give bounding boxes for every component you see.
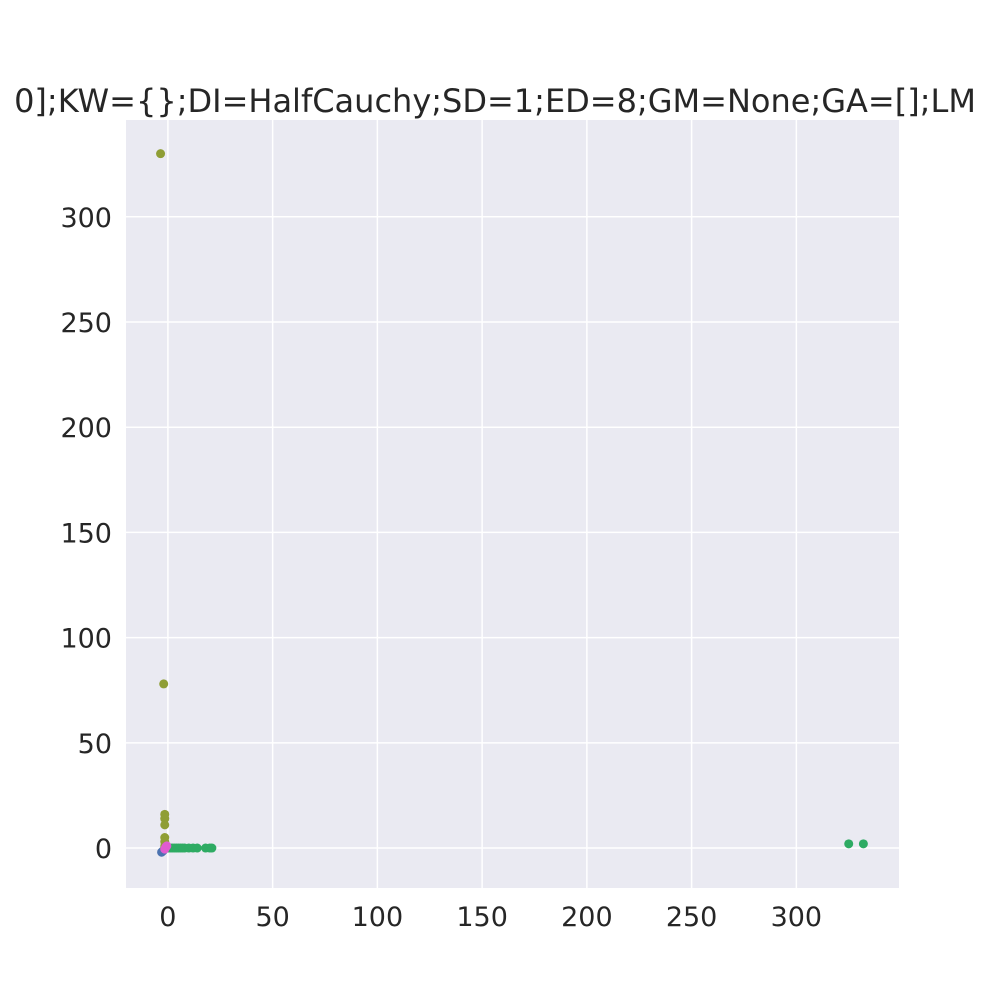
y-tick-label: 300 — [60, 203, 112, 234]
data-point — [162, 841, 172, 851]
x-tick-label: 0 — [159, 902, 176, 933]
y-tick-label: 200 — [60, 413, 112, 444]
data-point — [858, 839, 868, 849]
y-tick-label: 50 — [78, 729, 112, 760]
data-point — [156, 149, 166, 159]
data-point — [160, 814, 170, 824]
x-tick-label: 250 — [666, 902, 718, 933]
x-tick-label: 50 — [255, 902, 289, 933]
data-point — [207, 843, 217, 853]
chart-title: 0];KW={};DI=HalfCauchy;SD=1;ED=8;GM=None… — [14, 82, 976, 120]
data-point — [160, 820, 170, 830]
x-axis-ticks: 0 50 100 150 200 250 300 — [159, 902, 822, 933]
y-tick-label: 150 — [60, 518, 112, 549]
x-tick-label: 100 — [352, 902, 404, 933]
y-tick-label: 100 — [60, 624, 112, 655]
data-point — [159, 679, 169, 689]
data-point — [844, 839, 854, 849]
grid-lines — [126, 120, 899, 888]
x-tick-label: 300 — [771, 902, 823, 933]
x-tick-label: 150 — [456, 902, 508, 933]
data-points — [156, 149, 868, 857]
plot-area — [126, 120, 899, 888]
x-tick-label: 200 — [561, 902, 613, 933]
y-axis-ticks: 0 50 100 150 200 250 300 — [60, 203, 112, 865]
data-point — [192, 843, 202, 853]
series-series-4 — [160, 841, 172, 854]
y-tick-label: 250 — [60, 308, 112, 339]
y-tick-label: 0 — [95, 834, 112, 865]
